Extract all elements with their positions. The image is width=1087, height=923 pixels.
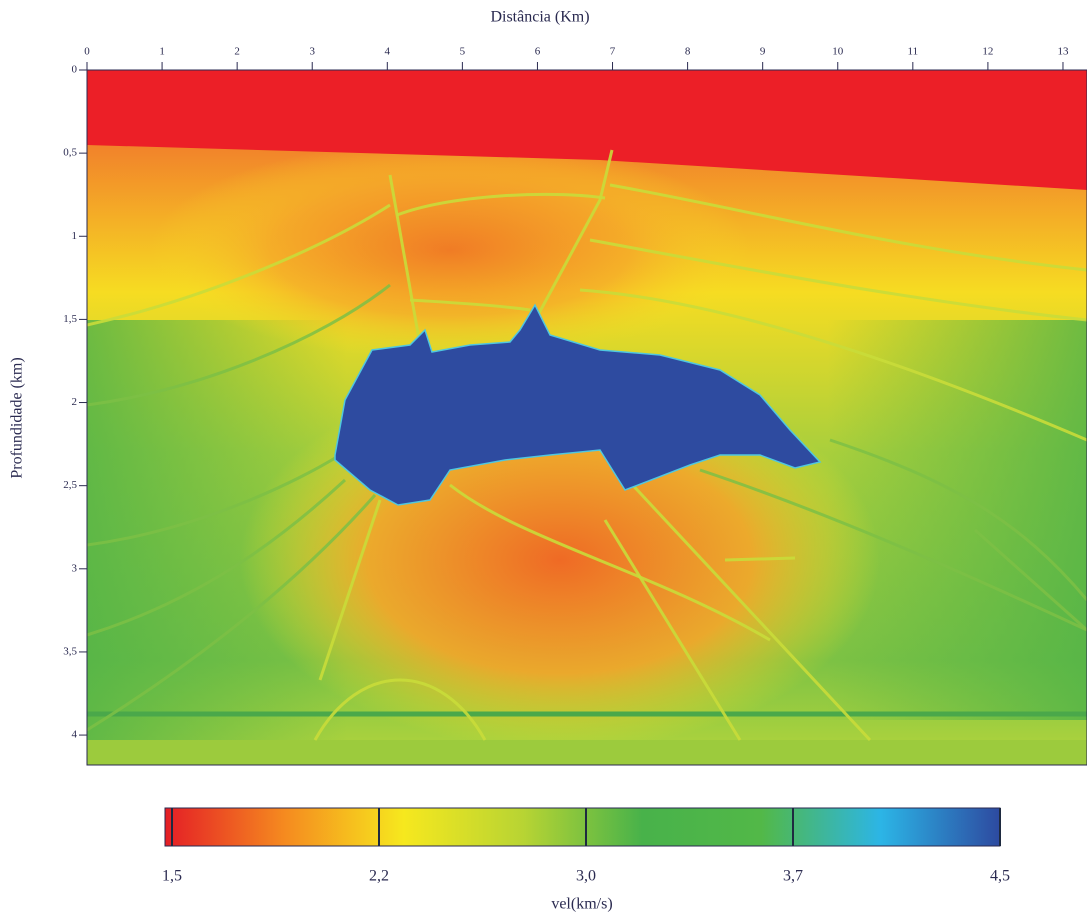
plot-frame: [86, 69, 1087, 766]
colorbar: [164, 807, 1001, 847]
y-tick-label: 0,5: [63, 147, 77, 159]
y-tick-label: 3: [72, 562, 78, 574]
x-tick-label: 6: [535, 46, 541, 58]
y-tick-label: 0: [72, 64, 78, 76]
velocity-field: [87, 70, 1087, 765]
x-tick-label: 2: [234, 46, 240, 58]
x-tick-label: 0: [84, 46, 90, 58]
x-tick-label: 1: [159, 46, 165, 58]
y-tick-label: 4: [72, 729, 78, 741]
salt-body: [334, 303, 822, 506]
colorbar-tick-label: 4,5: [990, 868, 1010, 885]
x-tick-label: 8: [685, 46, 691, 58]
y-tick-label: 1: [72, 230, 78, 242]
x-axis-title: Distância (Km): [490, 9, 589, 26]
colorbar-tick-label: 3,0: [576, 868, 596, 885]
x-tick-label: 9: [760, 46, 766, 58]
y-tick-label: 3,5: [63, 645, 77, 657]
x-tick-label: 7: [610, 46, 616, 58]
y-axis-title: Profundidade (km): [9, 357, 26, 478]
x-tick-label: 4: [385, 46, 391, 58]
x-tick-label: 12: [982, 46, 993, 58]
colorbar-tick-label: 1,5: [162, 868, 182, 885]
x-tick-label: 10: [832, 46, 844, 58]
colorbar-tick-label: 2,2: [369, 868, 389, 885]
x-tick-label: 3: [309, 46, 315, 58]
y-tick-label: 2,5: [63, 479, 77, 491]
y-tick-label: 1,5: [63, 313, 77, 325]
x-tick-label: 5: [460, 46, 466, 58]
colorbar-tick-label: 3,7: [783, 868, 803, 885]
colorbar-title: vel(km/s): [551, 896, 612, 913]
x-tick-label: 11: [908, 46, 919, 58]
x-tick-label: 13: [1057, 46, 1069, 58]
y-tick-label: 2: [72, 396, 78, 408]
